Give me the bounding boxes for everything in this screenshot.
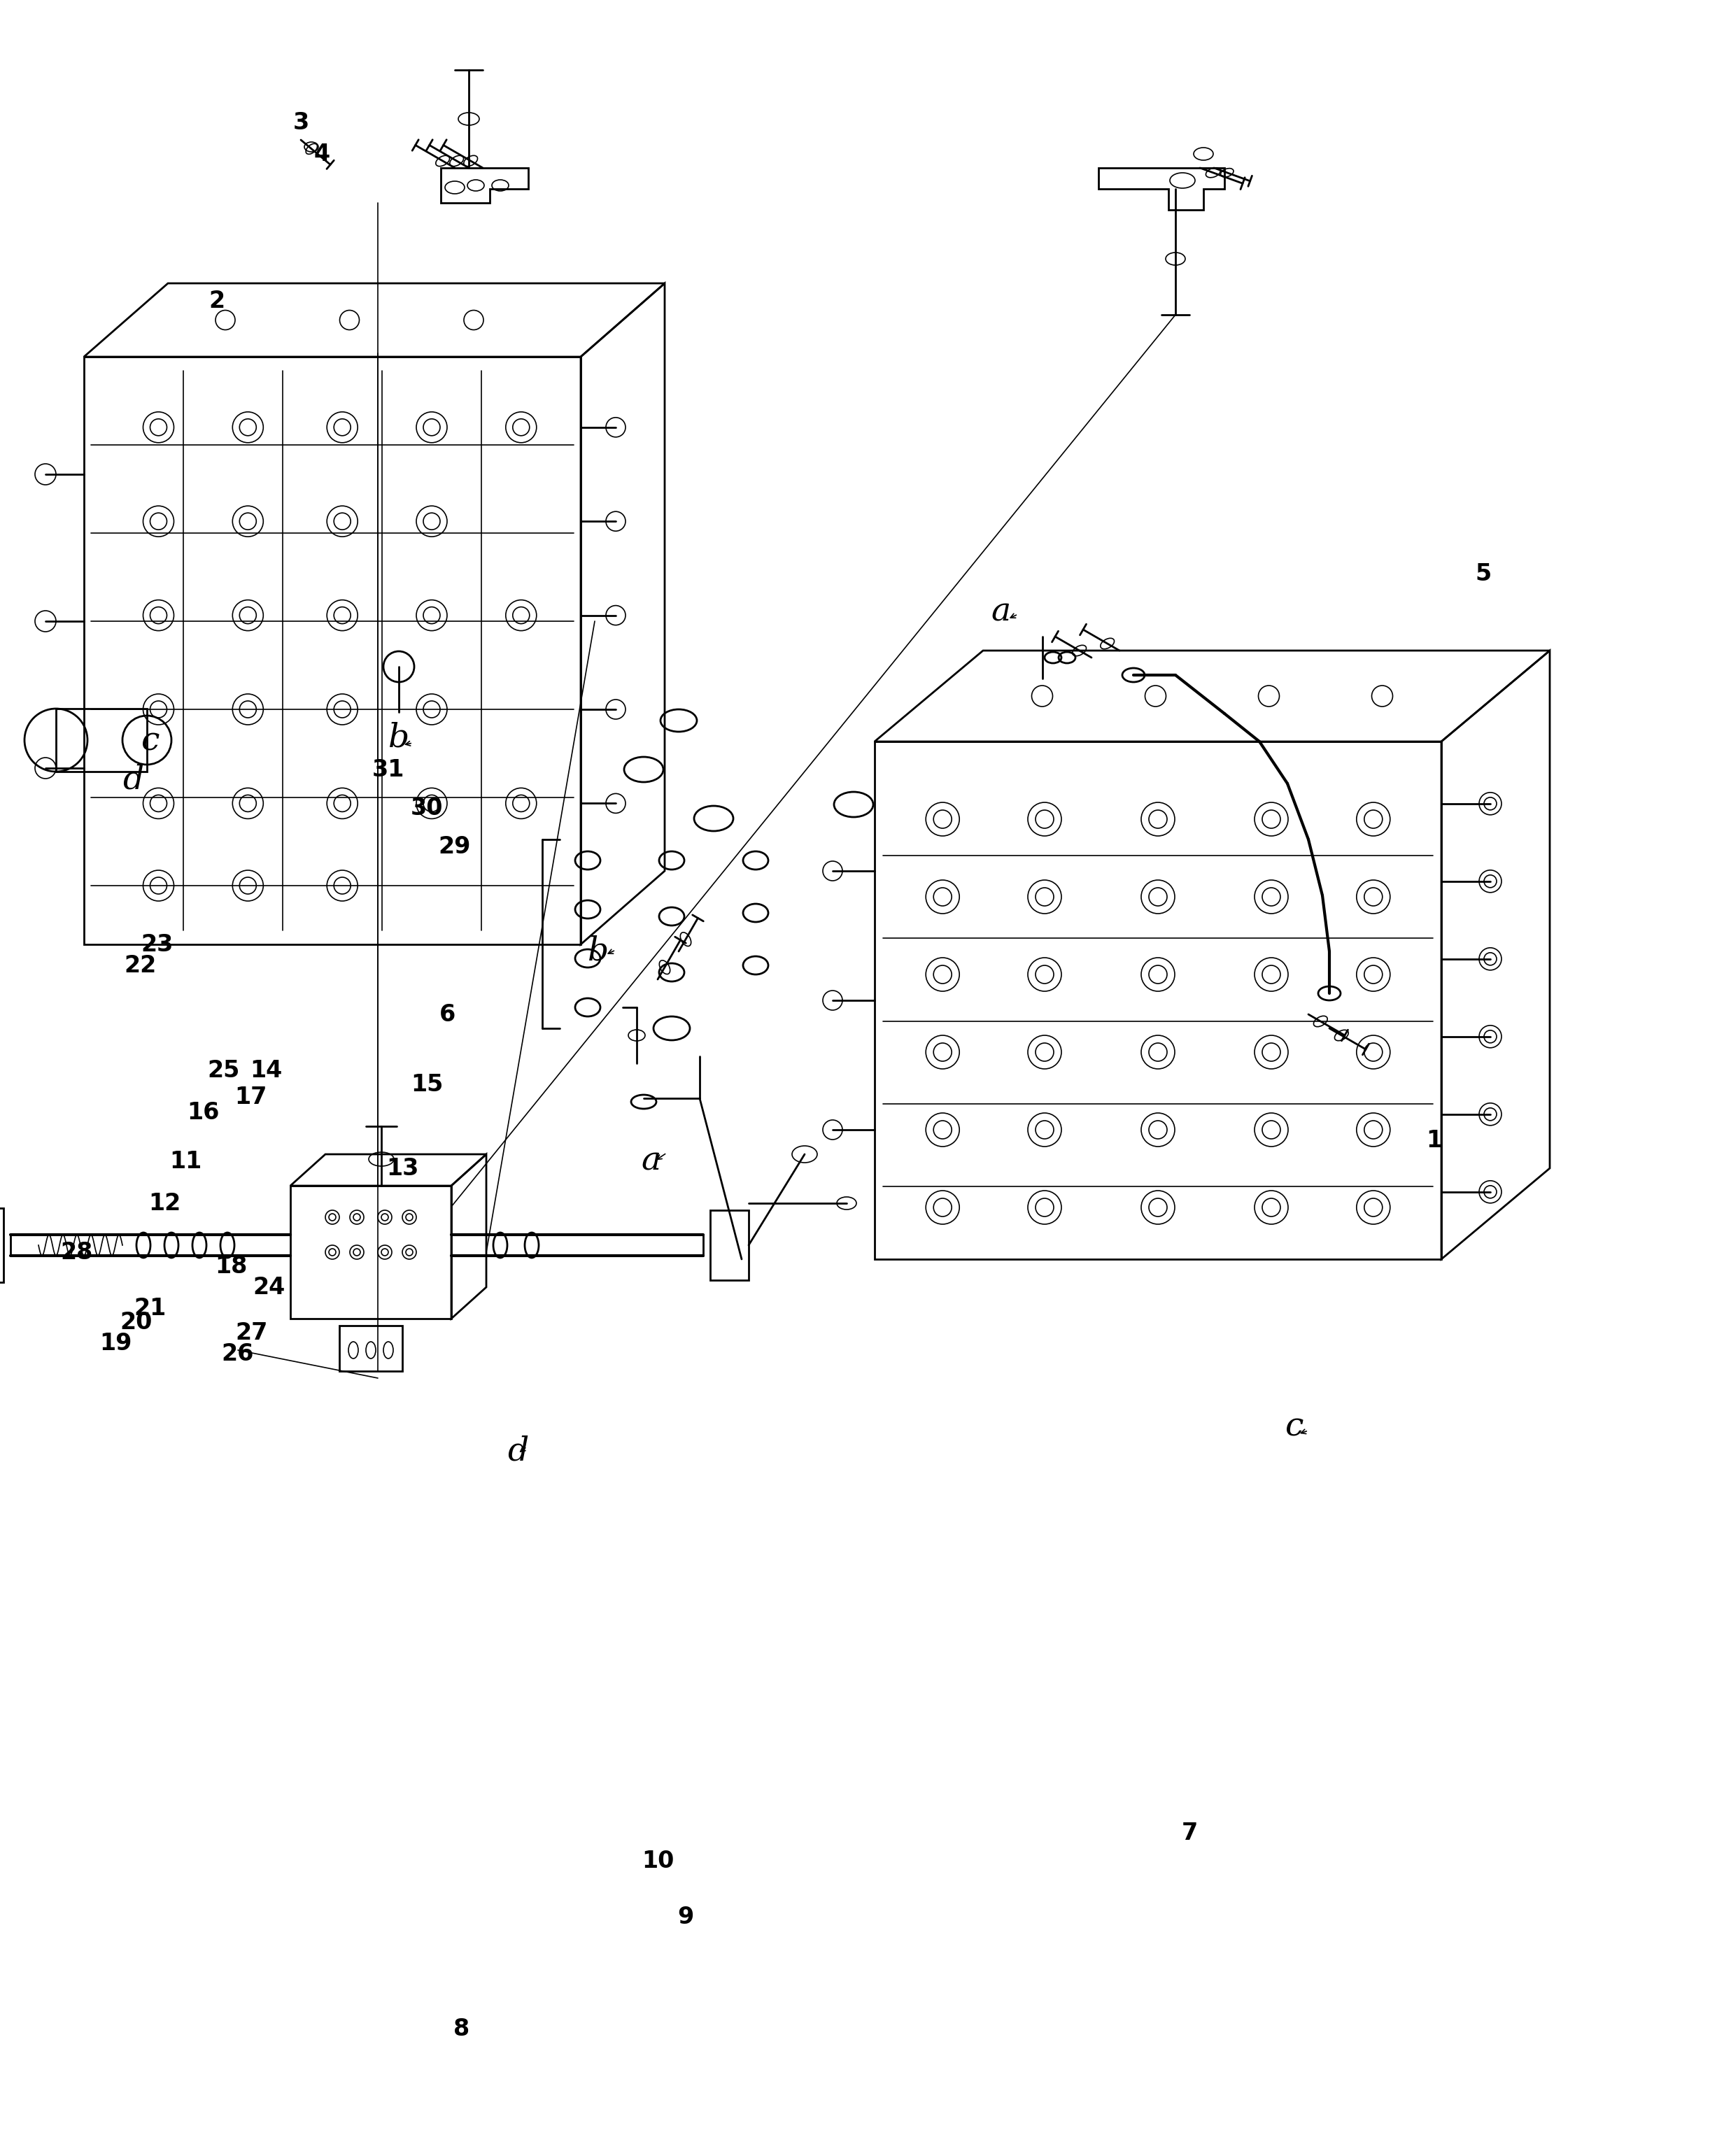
Text: a: a — [640, 1145, 661, 1177]
Circle shape — [606, 511, 625, 530]
Bar — [711, 1210, 749, 1281]
Text: 20: 20 — [120, 1311, 153, 1335]
Circle shape — [1478, 1104, 1501, 1125]
Circle shape — [606, 606, 625, 625]
Text: c: c — [1284, 1412, 1303, 1442]
Text: d: d — [507, 1436, 529, 1468]
Text: 30: 30 — [410, 796, 443, 819]
Text: 29: 29 — [438, 834, 470, 858]
Text: 27: 27 — [235, 1322, 268, 1343]
Text: 8: 8 — [453, 2018, 470, 2040]
Text: b: b — [587, 936, 610, 968]
Bar — [57, 709, 148, 772]
Text: c: c — [141, 727, 160, 757]
Text: b: b — [388, 722, 409, 755]
Text: 11: 11 — [170, 1149, 201, 1173]
Circle shape — [1478, 871, 1501, 893]
Text: 6: 6 — [440, 1003, 457, 1026]
Text: a: a — [991, 597, 1010, 627]
Text: 3: 3 — [292, 110, 309, 134]
Text: 12: 12 — [148, 1192, 180, 1214]
Circle shape — [1478, 1026, 1501, 1048]
Text: 21: 21 — [134, 1296, 167, 1319]
Text: 4: 4 — [314, 142, 330, 166]
Text: 10: 10 — [642, 1850, 673, 1871]
Circle shape — [1478, 793, 1501, 815]
Text: 19: 19 — [100, 1332, 132, 1354]
Text: d: d — [122, 763, 144, 796]
Text: 16: 16 — [187, 1102, 220, 1123]
Text: 25: 25 — [208, 1059, 240, 1082]
Text: 26: 26 — [221, 1341, 254, 1365]
Text: 7: 7 — [1181, 1822, 1197, 1843]
Text: 9: 9 — [678, 1906, 694, 1927]
Circle shape — [606, 699, 625, 720]
Text: 17: 17 — [234, 1084, 266, 1108]
Circle shape — [1478, 949, 1501, 970]
Circle shape — [1478, 1181, 1501, 1203]
Text: 22: 22 — [124, 953, 156, 977]
Text: 2: 2 — [209, 289, 225, 313]
Text: 13: 13 — [386, 1158, 419, 1179]
Text: 31: 31 — [373, 759, 405, 780]
Circle shape — [606, 793, 625, 813]
Text: 5: 5 — [1475, 563, 1492, 584]
Bar — [0, 1207, 3, 1283]
Circle shape — [606, 418, 625, 438]
Text: 14: 14 — [249, 1059, 282, 1082]
Text: 18: 18 — [215, 1255, 247, 1279]
Text: 15: 15 — [410, 1074, 443, 1095]
Text: 1: 1 — [1427, 1130, 1442, 1151]
Text: 23: 23 — [141, 934, 173, 955]
Text: 28: 28 — [60, 1240, 93, 1263]
Text: 24: 24 — [252, 1276, 285, 1298]
